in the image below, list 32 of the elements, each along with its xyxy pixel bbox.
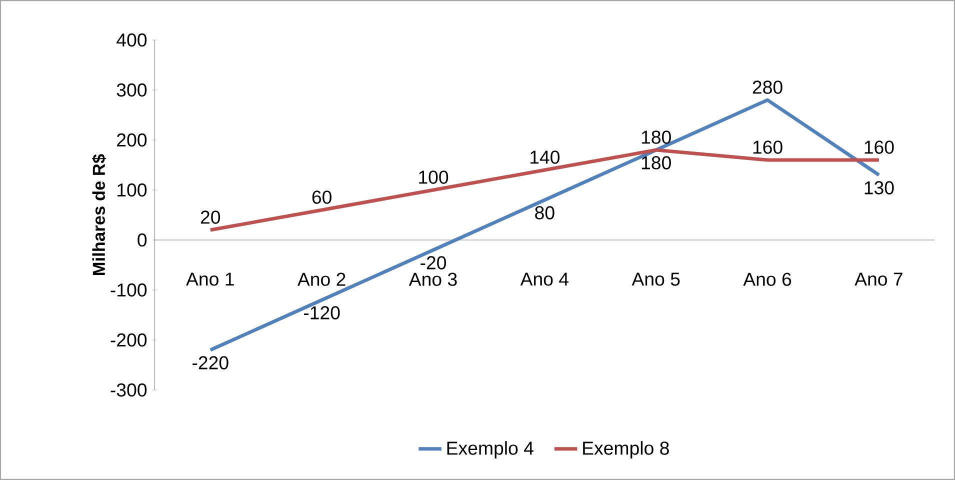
data-label: 140 [530, 150, 560, 164]
y-tick-label: 400 [116, 33, 147, 47]
x-tick-label: Ano 7 [854, 272, 902, 286]
data-label: 160 [753, 140, 782, 154]
y-tick-label: 100 [118, 183, 147, 197]
y-tick-label: 0 [138, 233, 147, 247]
x-tick-label: Ano 6 [743, 272, 792, 286]
data-label: 180 [642, 156, 671, 170]
data-label: 20 [200, 210, 220, 224]
y-tick-label: -200 [110, 333, 147, 347]
data-label: -120 [304, 306, 340, 320]
legend-label: Exemplo 8 [583, 441, 669, 458]
data-label: 160 [864, 140, 894, 154]
x-tick-label: Ano 3 [408, 272, 457, 286]
data-label: -220 [192, 356, 228, 370]
y-tick-label: 300 [116, 83, 147, 97]
data-label: -20 [420, 256, 446, 270]
y-tick-label: 200 [117, 133, 147, 147]
y-tick-label: -300 [110, 383, 147, 397]
x-tick-label: Ano 5 [632, 272, 680, 286]
data-label: 60 [312, 190, 332, 204]
y-tick-label: -100 [110, 283, 147, 297]
x-tick-label: Ano 1 [186, 272, 234, 286]
legend-label: Exemplo 4 [447, 441, 534, 458]
data-label: 130 [864, 181, 894, 194]
data-label: 100 [419, 170, 448, 184]
x-tick-label: Ano 4 [520, 272, 568, 286]
x-tick-label: Ano 2 [297, 272, 346, 286]
y-axis-title: Milhares de R$ [92, 154, 106, 276]
data-label: 80 [535, 206, 554, 220]
data-label: 280 [752, 80, 782, 94]
data-label: 180 [642, 130, 671, 144]
